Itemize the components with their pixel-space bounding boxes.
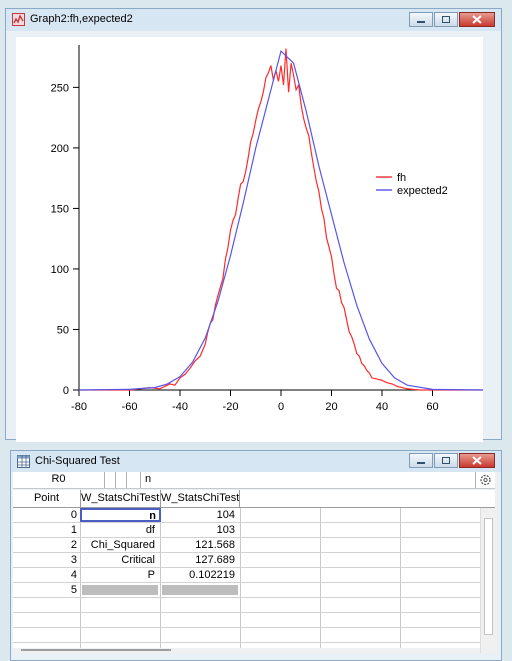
row-label-cell[interactable]: [82, 585, 158, 595]
graph-window: Graph2:fh,expected2 0 50 100 150 200 250 -80 -6…: [5, 8, 502, 442]
grid-line: [240, 508, 241, 653]
minimize-button[interactable]: [409, 12, 433, 27]
minimize-icon: [417, 21, 425, 23]
maximize-icon: [442, 16, 450, 23]
y-tick-label: 200: [51, 143, 69, 155]
close-icon: [472, 456, 482, 465]
row-point: 5: [70, 584, 77, 596]
table-row[interactable]: 0 n 104: [13, 508, 480, 523]
legend-label-expected2: expected2: [397, 185, 448, 197]
maximize-button[interactable]: [434, 12, 458, 27]
series-expected2-line: [78, 49, 484, 391]
row-point: 0: [70, 509, 77, 521]
grid-line: [80, 508, 81, 653]
vertical-scrollbar[interactable]: [480, 508, 495, 653]
row-label-cell[interactable]: df: [145, 524, 155, 536]
x-tick-label: -80: [71, 401, 87, 413]
table-row[interactable]: 3 Critical 127.689: [13, 553, 480, 568]
row-value-cell[interactable]: 121.568: [195, 539, 235, 551]
header-point[interactable]: Point: [33, 492, 60, 504]
row-value-cell[interactable]: 104: [216, 509, 235, 521]
x-tick-label: 0: [278, 401, 284, 413]
table-header-row: Point W_StatsChiTest.l W_StatsChiTest.d: [13, 490, 495, 508]
entry-cancel-button[interactable]: [115, 472, 127, 488]
table-maximize-button[interactable]: [434, 453, 458, 468]
graph-window-title: Graph2:fh,expected2: [30, 13, 133, 25]
cell-entry-bar: R0 n: [13, 472, 495, 489]
empty-row[interactable]: [13, 613, 480, 628]
table-window-title: Chi-Squared Test: [35, 455, 120, 467]
row-value-cell[interactable]: 127.689: [195, 554, 235, 566]
row-point: 1: [70, 524, 77, 536]
scrollbar-thumb[interactable]: [484, 518, 493, 635]
x-tick-label: 20: [325, 401, 337, 413]
table-row[interactable]: 4 P 0.102219: [13, 568, 480, 583]
close-button[interactable]: [459, 12, 495, 27]
table-settings-button[interactable]: [475, 472, 495, 488]
row-label-cell[interactable]: P: [147, 569, 155, 581]
header-labels-column[interactable]: W_StatsChiTest.l: [80, 490, 160, 507]
table-row[interactable]: 2 Chi_Squared 121.568: [13, 538, 480, 553]
grid-line: [160, 508, 161, 653]
x-tick-label: 40: [376, 401, 388, 413]
horizontal-scrollbar[interactable]: [13, 648, 480, 653]
row-point: 4: [70, 569, 77, 581]
graph-app-icon: [12, 13, 25, 26]
table-minimize-button[interactable]: [409, 453, 433, 468]
y-tick-label: 150: [51, 203, 69, 215]
row-value-cell[interactable]: [162, 585, 238, 595]
x-tick-label: -40: [172, 401, 188, 413]
row-value-cell[interactable]: 0.102219: [189, 569, 235, 581]
gear-icon: [480, 474, 491, 486]
y-tick-label: 50: [57, 324, 69, 336]
x-tick-label: 60: [426, 401, 438, 413]
empty-row[interactable]: [13, 628, 480, 643]
table-row[interactable]: 5: [13, 583, 480, 598]
x-tick-label: -20: [223, 401, 239, 413]
entry-accept-button[interactable]: [129, 472, 141, 488]
legend-label-fh: fh: [397, 172, 406, 184]
table-close-button[interactable]: [459, 453, 495, 468]
plot-area[interactable]: 0 50 100 150 200 250 -80 -60 -40 -20 0 20 40 60 fh expe…: [16, 37, 484, 442]
series-fh-line: [79, 48, 483, 391]
row-label-cell[interactable]: Chi_Squared: [90, 539, 155, 551]
row-value-cell[interactable]: 103: [216, 524, 235, 536]
y-tick-label: 250: [51, 82, 69, 94]
row-label-cell[interactable]: Critical: [121, 554, 155, 566]
minimize-icon: [417, 462, 425, 464]
table-app-icon: [17, 455, 30, 468]
chart: 0 50 100 150 200 250 -80 -60 -40 -20 0 20 40 60 fhexpe…: [51, 45, 484, 413]
grid-line: [400, 508, 401, 653]
empty-row[interactable]: [13, 598, 480, 613]
row-point: 2: [70, 539, 77, 551]
table-titlebar[interactable]: Chi-Squared Test: [11, 451, 501, 472]
row-point: 3: [70, 554, 77, 566]
entry-value-field[interactable]: n: [145, 473, 152, 485]
x-tick-label: -60: [122, 401, 138, 413]
maximize-icon: [442, 457, 450, 464]
row-label-cell[interactable]: n: [80, 508, 161, 522]
graph-titlebar[interactable]: Graph2:fh,expected2: [6, 9, 501, 31]
table-row[interactable]: 1 df 103: [13, 523, 480, 538]
close-icon: [472, 15, 482, 24]
y-tick-label: 100: [51, 264, 69, 276]
scrollbar-thumb[interactable]: [21, 649, 171, 651]
grid-line: [320, 508, 321, 653]
y-tick-label: 0: [63, 385, 69, 397]
table-grid[interactable]: 0 n 104 1 df 103 2 Chi_Squared 121.568 3…: [13, 508, 495, 653]
header-values-column[interactable]: W_StatsChiTest.d: [160, 490, 240, 507]
cell-reference: R0: [13, 472, 105, 488]
